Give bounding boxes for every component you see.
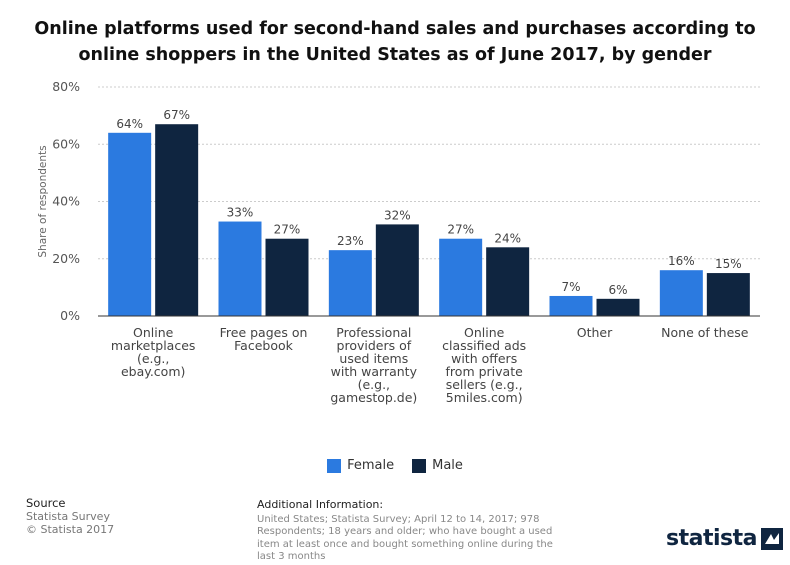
x-category-label: gamestop.de) (330, 390, 417, 405)
y-tick-label: 40% (52, 194, 80, 209)
bar-male (265, 238, 309, 316)
x-category-label: Online (464, 325, 505, 340)
legend-label-male: Male (432, 458, 463, 473)
data-label: 16% (668, 254, 695, 268)
additional-info-block: Additional Information: United States; S… (257, 498, 557, 564)
x-category-label: ebay.com) (121, 364, 185, 379)
x-category-label: classified ads (442, 338, 526, 353)
x-category-label: Other (577, 325, 613, 340)
x-category-label: with warranty (331, 364, 418, 379)
data-label: 15% (715, 257, 742, 271)
bar-male (375, 224, 419, 316)
data-label: 6% (608, 283, 627, 297)
data-label: 23% (337, 234, 364, 248)
y-tick-label: 20% (52, 251, 80, 266)
additional-info-heading: Additional Information: (257, 498, 384, 511)
legend: Female Male (0, 458, 790, 473)
data-label: 27% (447, 223, 474, 237)
data-label: 32% (384, 208, 411, 222)
data-label: 64% (116, 117, 143, 131)
x-category-label: 5miles.com) (446, 390, 523, 405)
y-tick-label: 60% (52, 136, 80, 151)
x-category-label: Online (133, 325, 174, 340)
x-category-label: (e.g., (358, 377, 390, 392)
bar-female (659, 270, 703, 316)
legend-item-female[interactable]: Female (327, 458, 394, 473)
data-label: 33% (227, 206, 254, 220)
data-label: 24% (494, 231, 521, 245)
y-tick-label: 0% (60, 308, 80, 323)
bar-male (486, 247, 530, 316)
bar-female (108, 132, 152, 316)
x-category-label: Facebook (234, 338, 293, 353)
bar-male (155, 124, 199, 317)
bar-male (596, 298, 640, 316)
bar-female (549, 295, 593, 316)
x-category-label: Free pages on (220, 325, 308, 340)
x-category-label: (e.g., (137, 351, 169, 366)
y-tick-label: 80% (52, 79, 80, 94)
bar-female (218, 221, 262, 316)
bar-male (706, 273, 750, 316)
legend-swatch-female (327, 458, 342, 473)
copyright: © Statista 2017 (26, 523, 115, 536)
data-label: 67% (163, 108, 190, 122)
x-category-label: providers of (337, 338, 412, 353)
x-category-label: from private (446, 364, 524, 379)
y-axis-title: Share of respondents (37, 145, 49, 257)
data-label: 27% (274, 223, 301, 237)
legend-label-female: Female (347, 458, 395, 473)
x-category-label: marketplaces (111, 338, 196, 353)
bar-chart: 0% 20% 40% 60% 80% Share of respondents 64% 67%… (37, 79, 760, 405)
data-label: 7% (561, 280, 580, 294)
x-category-label: sellers (e.g., (446, 377, 523, 392)
statista-flag-icon (760, 527, 783, 550)
legend-item-male[interactable]: Male (412, 458, 463, 473)
x-category-label: with offers (451, 351, 517, 366)
bar-female (439, 238, 483, 316)
source-name[interactable]: Statista Survey (26, 510, 110, 523)
chart-title: Online platforms used for second-hand sa… (34, 19, 756, 65)
x-category-label: None of these (661, 325, 749, 340)
legend-swatch-male (412, 458, 427, 473)
source-heading: Source (26, 496, 66, 510)
bar-female (328, 250, 372, 316)
additional-info-text: United States; Statista Survey; April 12… (257, 513, 553, 563)
logo-text: statista (666, 526, 757, 551)
x-category-label: used items (339, 351, 408, 366)
statista-logo[interactable]: statista (666, 526, 783, 551)
source-block: Source Statista Survey © Statista 2017 (26, 496, 115, 537)
x-category-label: Professional (336, 325, 411, 340)
